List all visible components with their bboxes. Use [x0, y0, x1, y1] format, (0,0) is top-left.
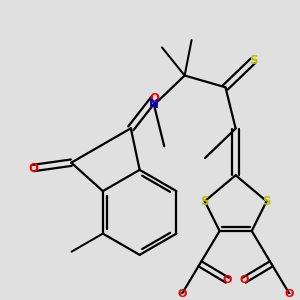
Text: N: N — [149, 98, 159, 112]
Text: S: S — [200, 195, 209, 208]
Text: O: O — [177, 289, 187, 298]
Text: S: S — [249, 54, 257, 67]
Text: O: O — [28, 161, 38, 175]
Text: O: O — [239, 275, 249, 285]
Text: S: S — [262, 195, 271, 208]
Text: O: O — [149, 92, 159, 105]
Text: O: O — [285, 289, 294, 298]
Text: O: O — [223, 275, 232, 285]
